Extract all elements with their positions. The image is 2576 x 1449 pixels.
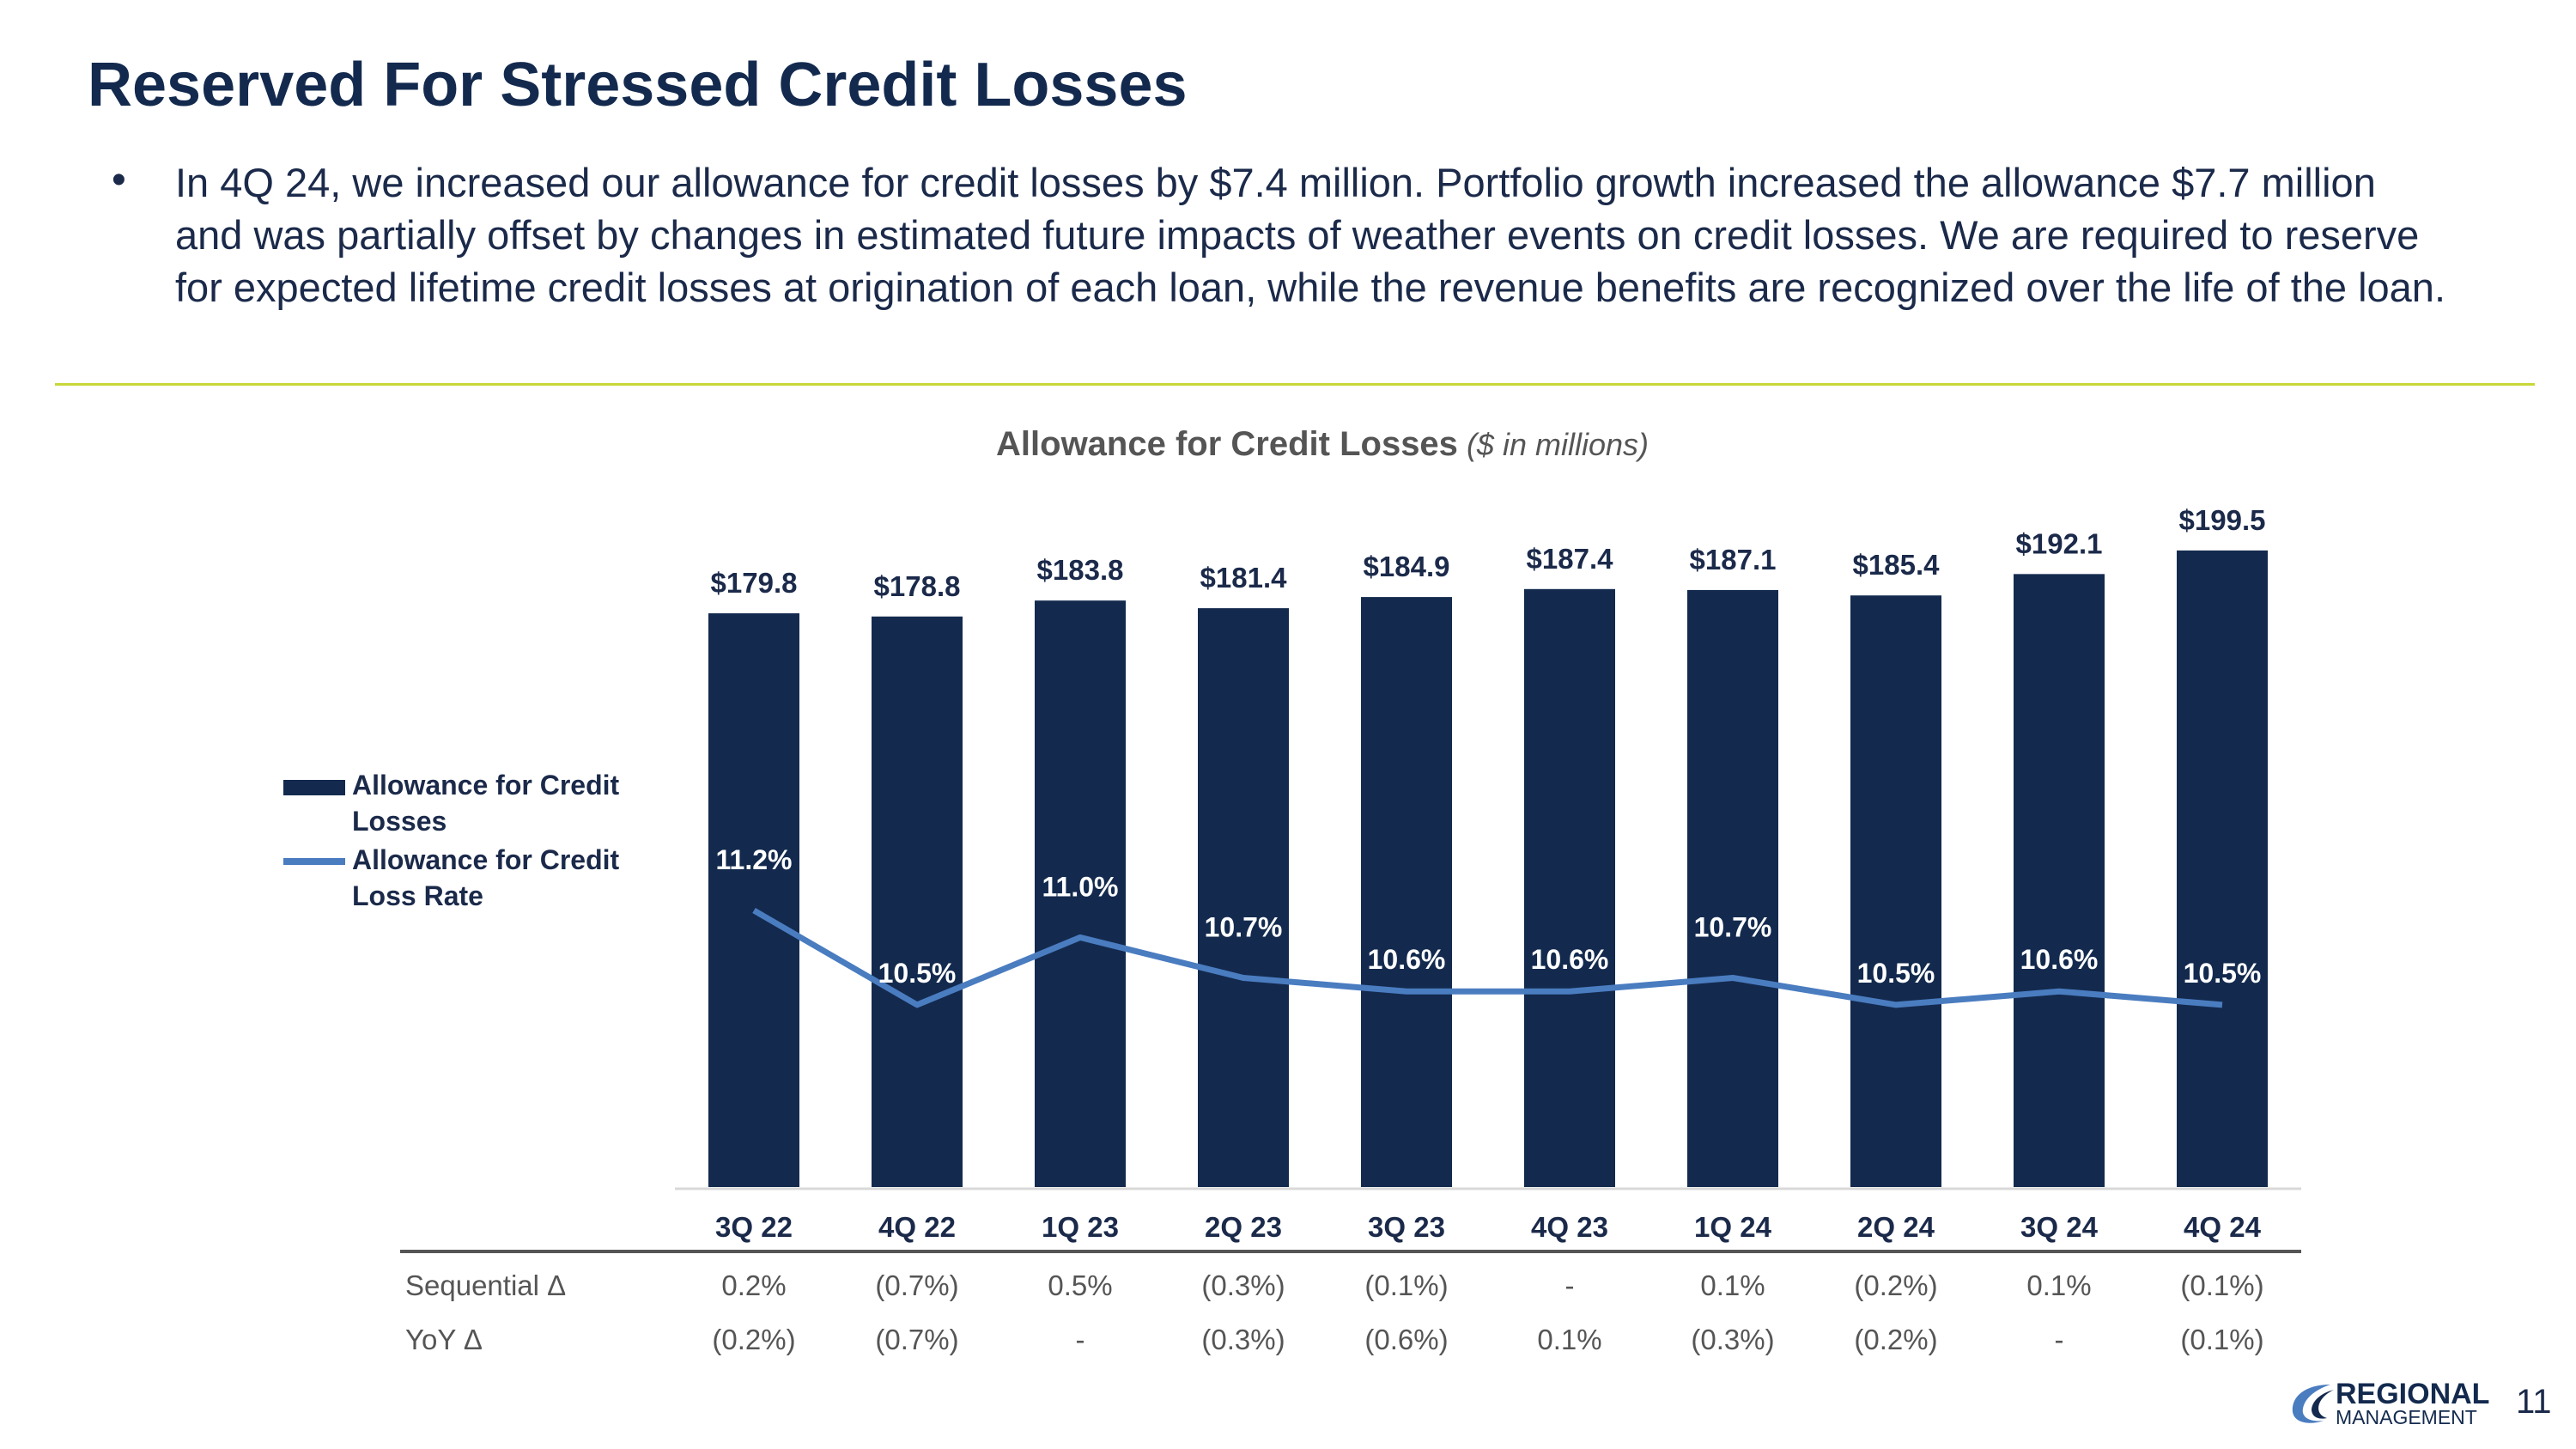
table-cell: (0.1%): [2180, 1269, 2263, 1301]
bar-value-label: $187.1: [1690, 544, 1777, 575]
logo-line1: REGIONAL: [2336, 1378, 2489, 1410]
table-cell: (0.1%): [1364, 1269, 1448, 1301]
bar-3q23: [1361, 597, 1452, 1187]
legend-bar-swatch: [283, 780, 345, 795]
rate-value-label: 10.5%: [2184, 958, 2262, 989]
table-cell: (0.3%): [1201, 1324, 1285, 1355]
bar-3q24: [2014, 574, 2105, 1187]
rate-value-label: 11.0%: [1042, 871, 1119, 902]
rate-value-label: 10.7%: [1205, 912, 1283, 943]
table-cell: (0.2%): [712, 1324, 795, 1355]
rate-value-label: 10.6%: [1531, 944, 1609, 975]
bar-value-label: $178.8: [874, 570, 961, 602]
legend-label-rate: Allowance for Credit Loss Rate: [352, 844, 620, 911]
table-cell: (0.3%): [1201, 1269, 1285, 1301]
bar-value-label: $185.4: [1853, 549, 1941, 581]
table-cell: 0.2%: [721, 1269, 786, 1301]
rate-value-label: 10.6%: [2020, 944, 2099, 975]
bar-value-label: $181.4: [1200, 562, 1288, 594]
x-tick-label: 3Q 23: [1368, 1211, 1445, 1243]
x-tick-label: 1Q 24: [1694, 1211, 1772, 1243]
x-tick-label: 4Q 24: [2184, 1211, 2262, 1243]
x-tick-label: 3Q 22: [715, 1211, 793, 1243]
rate-line: [752, 907, 2223, 1008]
bar-1q23: [1035, 600, 1126, 1187]
bar-2q23: [1198, 608, 1289, 1187]
bar-value-label: $187.4: [1527, 543, 1614, 575]
table-cell: 0.5%: [1048, 1269, 1112, 1301]
bullet-point: • In 4Q 24, we increased our allowance f…: [112, 156, 2447, 314]
bar-value-label: $184.9: [1364, 551, 1450, 582]
table-cell: 0.1%: [1700, 1269, 1765, 1301]
x-tick-label: 3Q 24: [2020, 1211, 2099, 1243]
chart-title: Allowance for Credit Losses ($ in million…: [996, 425, 1649, 463]
bar-2q24: [1850, 595, 1941, 1187]
table-cell: (0.2%): [1854, 1324, 1937, 1355]
table-cell: 0.1%: [2026, 1269, 2091, 1301]
chart-subtitle: ($ in millions): [1467, 427, 1649, 462]
bar-value-label: $179.8: [711, 567, 798, 599]
bar-1q24: [1687, 589, 1778, 1187]
x-tick-label: 4Q 22: [878, 1211, 956, 1243]
bar-value-label: $192.1: [2016, 527, 2103, 559]
bar-4q22: [872, 616, 963, 1187]
bar-value-label: $183.8: [1037, 554, 1124, 586]
divider: [55, 383, 2535, 386]
rate-value-label: 11.2%: [716, 844, 793, 875]
chart-title-main: Allowance for Credit Losses: [996, 425, 1458, 463]
x-tick-label: 1Q 23: [1042, 1211, 1119, 1243]
page-number: 11: [2516, 1383, 2552, 1421]
x-tick-label: 4Q 23: [1531, 1211, 1608, 1243]
table-cell: -: [2055, 1324, 2064, 1355]
logo-line2: MANAGEMENT: [2336, 1406, 2477, 1428]
rate-value-label: 10.5%: [1857, 958, 1935, 989]
bar-4q23: [1524, 588, 1615, 1187]
table-cell: (0.2%): [1854, 1269, 1937, 1301]
x-tick-label: 2Q 24: [1857, 1211, 1935, 1243]
rate-value-label: 10.6%: [1368, 944, 1446, 975]
bar-value-label: $199.5: [2179, 504, 2266, 536]
table-cell: (0.1%): [2180, 1324, 2263, 1355]
bar-3q22: [708, 613, 799, 1187]
table-row-label: YoY Δ: [405, 1324, 483, 1355]
bar-4q24: [2177, 550, 2268, 1187]
x-tick-label: 2Q 23: [1205, 1211, 1282, 1243]
regional-management-logo: REGIONAL MANAGEMENT: [2292, 1378, 2489, 1428]
rate-value-label: 10.7%: [1694, 912, 1772, 943]
table-cell: 0.1%: [1537, 1324, 1601, 1355]
table-cell: (0.7%): [875, 1269, 958, 1301]
table-row-label: Sequential Δ: [405, 1269, 566, 1301]
table-cell: -: [1076, 1324, 1085, 1355]
table-cell: -: [1565, 1269, 1575, 1301]
page-title: Reserved For Stressed Credit Losses: [88, 51, 1188, 119]
table-cell: (0.3%): [1691, 1324, 1774, 1355]
table-cell: (0.7%): [875, 1324, 958, 1355]
bullet-text: In 4Q 24, we increased our allowance for…: [175, 160, 2446, 310]
legend-label-allowance: Allowance for Credit Losses: [352, 770, 620, 837]
bullet-icon: •: [112, 157, 126, 203]
table-cell: (0.6%): [1364, 1324, 1448, 1355]
rate-value-label: 10.5%: [878, 958, 957, 989]
